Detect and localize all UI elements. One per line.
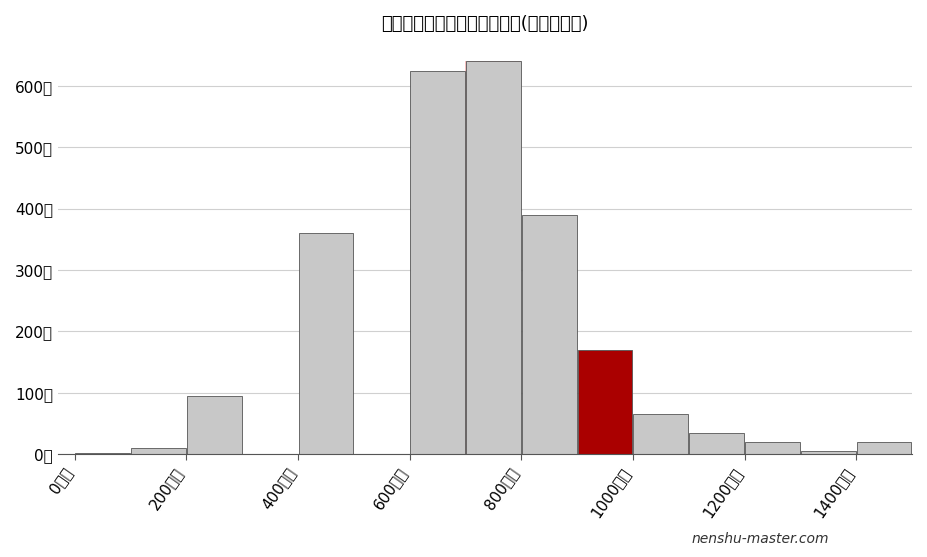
Bar xyxy=(633,414,688,454)
Bar xyxy=(801,451,856,454)
Text: nenshu-master.com: nenshu-master.com xyxy=(692,532,829,546)
Bar xyxy=(410,71,465,454)
Bar xyxy=(857,442,911,454)
Title: フクダ電子の年収ポジション(関東地方内): フクダ電子の年収ポジション(関東地方内) xyxy=(381,15,589,33)
Bar xyxy=(522,215,577,454)
Bar xyxy=(466,61,521,454)
Bar xyxy=(131,448,185,454)
Bar xyxy=(75,453,130,454)
Bar xyxy=(745,442,800,454)
Bar xyxy=(690,433,744,454)
Bar xyxy=(465,61,521,454)
Bar xyxy=(578,350,632,454)
Bar xyxy=(298,233,353,454)
Bar xyxy=(187,396,242,454)
